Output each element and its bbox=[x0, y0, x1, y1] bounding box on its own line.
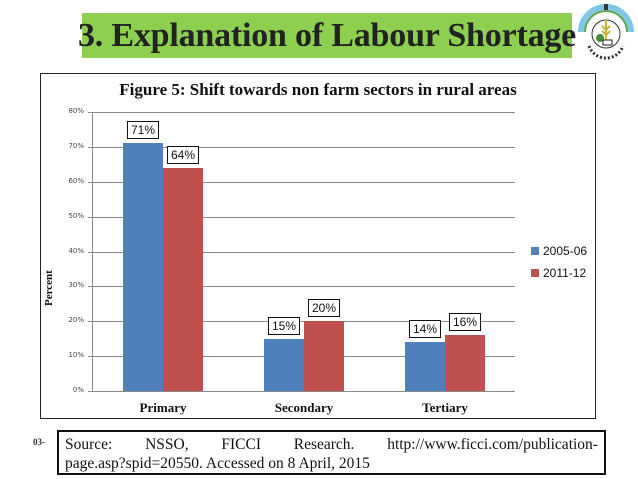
source-word: Research. bbox=[293, 436, 355, 453]
y-tick-label: 30% bbox=[68, 281, 84, 289]
slide-title: 3. Explanation of Labour Shortage bbox=[77, 16, 577, 54]
gridline bbox=[88, 252, 515, 253]
gridline bbox=[88, 217, 515, 218]
legend-label: 2005-06 bbox=[543, 244, 588, 258]
source-word: http://www.ficci.com/publication- bbox=[387, 436, 598, 453]
source-word: NSSO, bbox=[145, 436, 189, 453]
y-tick-label: 40% bbox=[68, 247, 84, 255]
legend-label: 2011-12 bbox=[543, 266, 587, 280]
bar-tertiary-2011-12 bbox=[445, 335, 485, 391]
bar-secondary-2011-12 bbox=[304, 321, 344, 391]
gridline bbox=[88, 321, 515, 322]
chart-title: Figure 5: Shift towards non farm sectors… bbox=[119, 80, 517, 99]
bar-primary-2011-12 bbox=[163, 167, 203, 391]
gridline bbox=[88, 147, 515, 148]
data-label: 71% bbox=[126, 121, 160, 140]
legend-swatch-icon bbox=[531, 269, 539, 277]
y-axis-line bbox=[92, 112, 93, 391]
slide-title-banner: 3. Explanation of Labour Shortage bbox=[78, 13, 576, 58]
y-tick-label: 20% bbox=[68, 316, 84, 324]
source-line-2: page.asp?spid=20550. Accessed on 8 April… bbox=[65, 455, 370, 472]
data-label: 14% bbox=[408, 320, 442, 339]
institute-emblem-icon bbox=[575, 2, 637, 64]
gridline bbox=[88, 391, 515, 392]
data-label: 16% bbox=[448, 313, 482, 332]
y-tick-label: 60% bbox=[68, 177, 84, 185]
gridline bbox=[88, 112, 515, 113]
source-word: Source: bbox=[65, 436, 113, 453]
y-tick-label: 70% bbox=[68, 142, 84, 150]
data-label: 15% bbox=[267, 316, 301, 335]
gridline bbox=[88, 286, 515, 287]
y-tick-label: 50% bbox=[68, 212, 84, 220]
y-tick-label: 80% bbox=[68, 107, 84, 115]
slide-number: 03- bbox=[33, 437, 45, 447]
data-label: 64% bbox=[166, 145, 200, 164]
chart-legend: 2005-06 2011-12 bbox=[531, 240, 587, 284]
source-citation-box: Source: NSSO, FICCI Research. http://www.fic… bbox=[57, 430, 606, 475]
plot-area: 0% 10% 20% 30% 40% 50% 60% 70% 80% 71% 64% Primary 1… bbox=[41, 74, 595, 418]
legend-item: 2005-06 bbox=[531, 240, 587, 262]
y-tick-label: 0% bbox=[72, 386, 84, 394]
x-category-label: Secondary bbox=[274, 400, 334, 415]
gridline bbox=[88, 182, 515, 183]
bar-primary-2005-06 bbox=[123, 143, 163, 391]
bar-secondary-2005-06 bbox=[264, 338, 304, 391]
data-label: 20% bbox=[307, 299, 341, 318]
x-category-label: Primary bbox=[139, 400, 187, 415]
source-word: FICCI bbox=[221, 436, 261, 453]
source-line-1: Source: NSSO, FICCI Research. http://www.fic… bbox=[65, 435, 598, 454]
y-tick-label: 10% bbox=[68, 351, 84, 359]
x-category-label: Tertiary bbox=[422, 400, 468, 415]
bar-tertiary-2005-06 bbox=[405, 342, 445, 391]
chart-container: Figure 5: Shift towards non farm sectors… bbox=[40, 73, 596, 419]
legend-item: 2011-12 bbox=[531, 262, 587, 284]
legend-swatch-icon bbox=[531, 247, 539, 255]
